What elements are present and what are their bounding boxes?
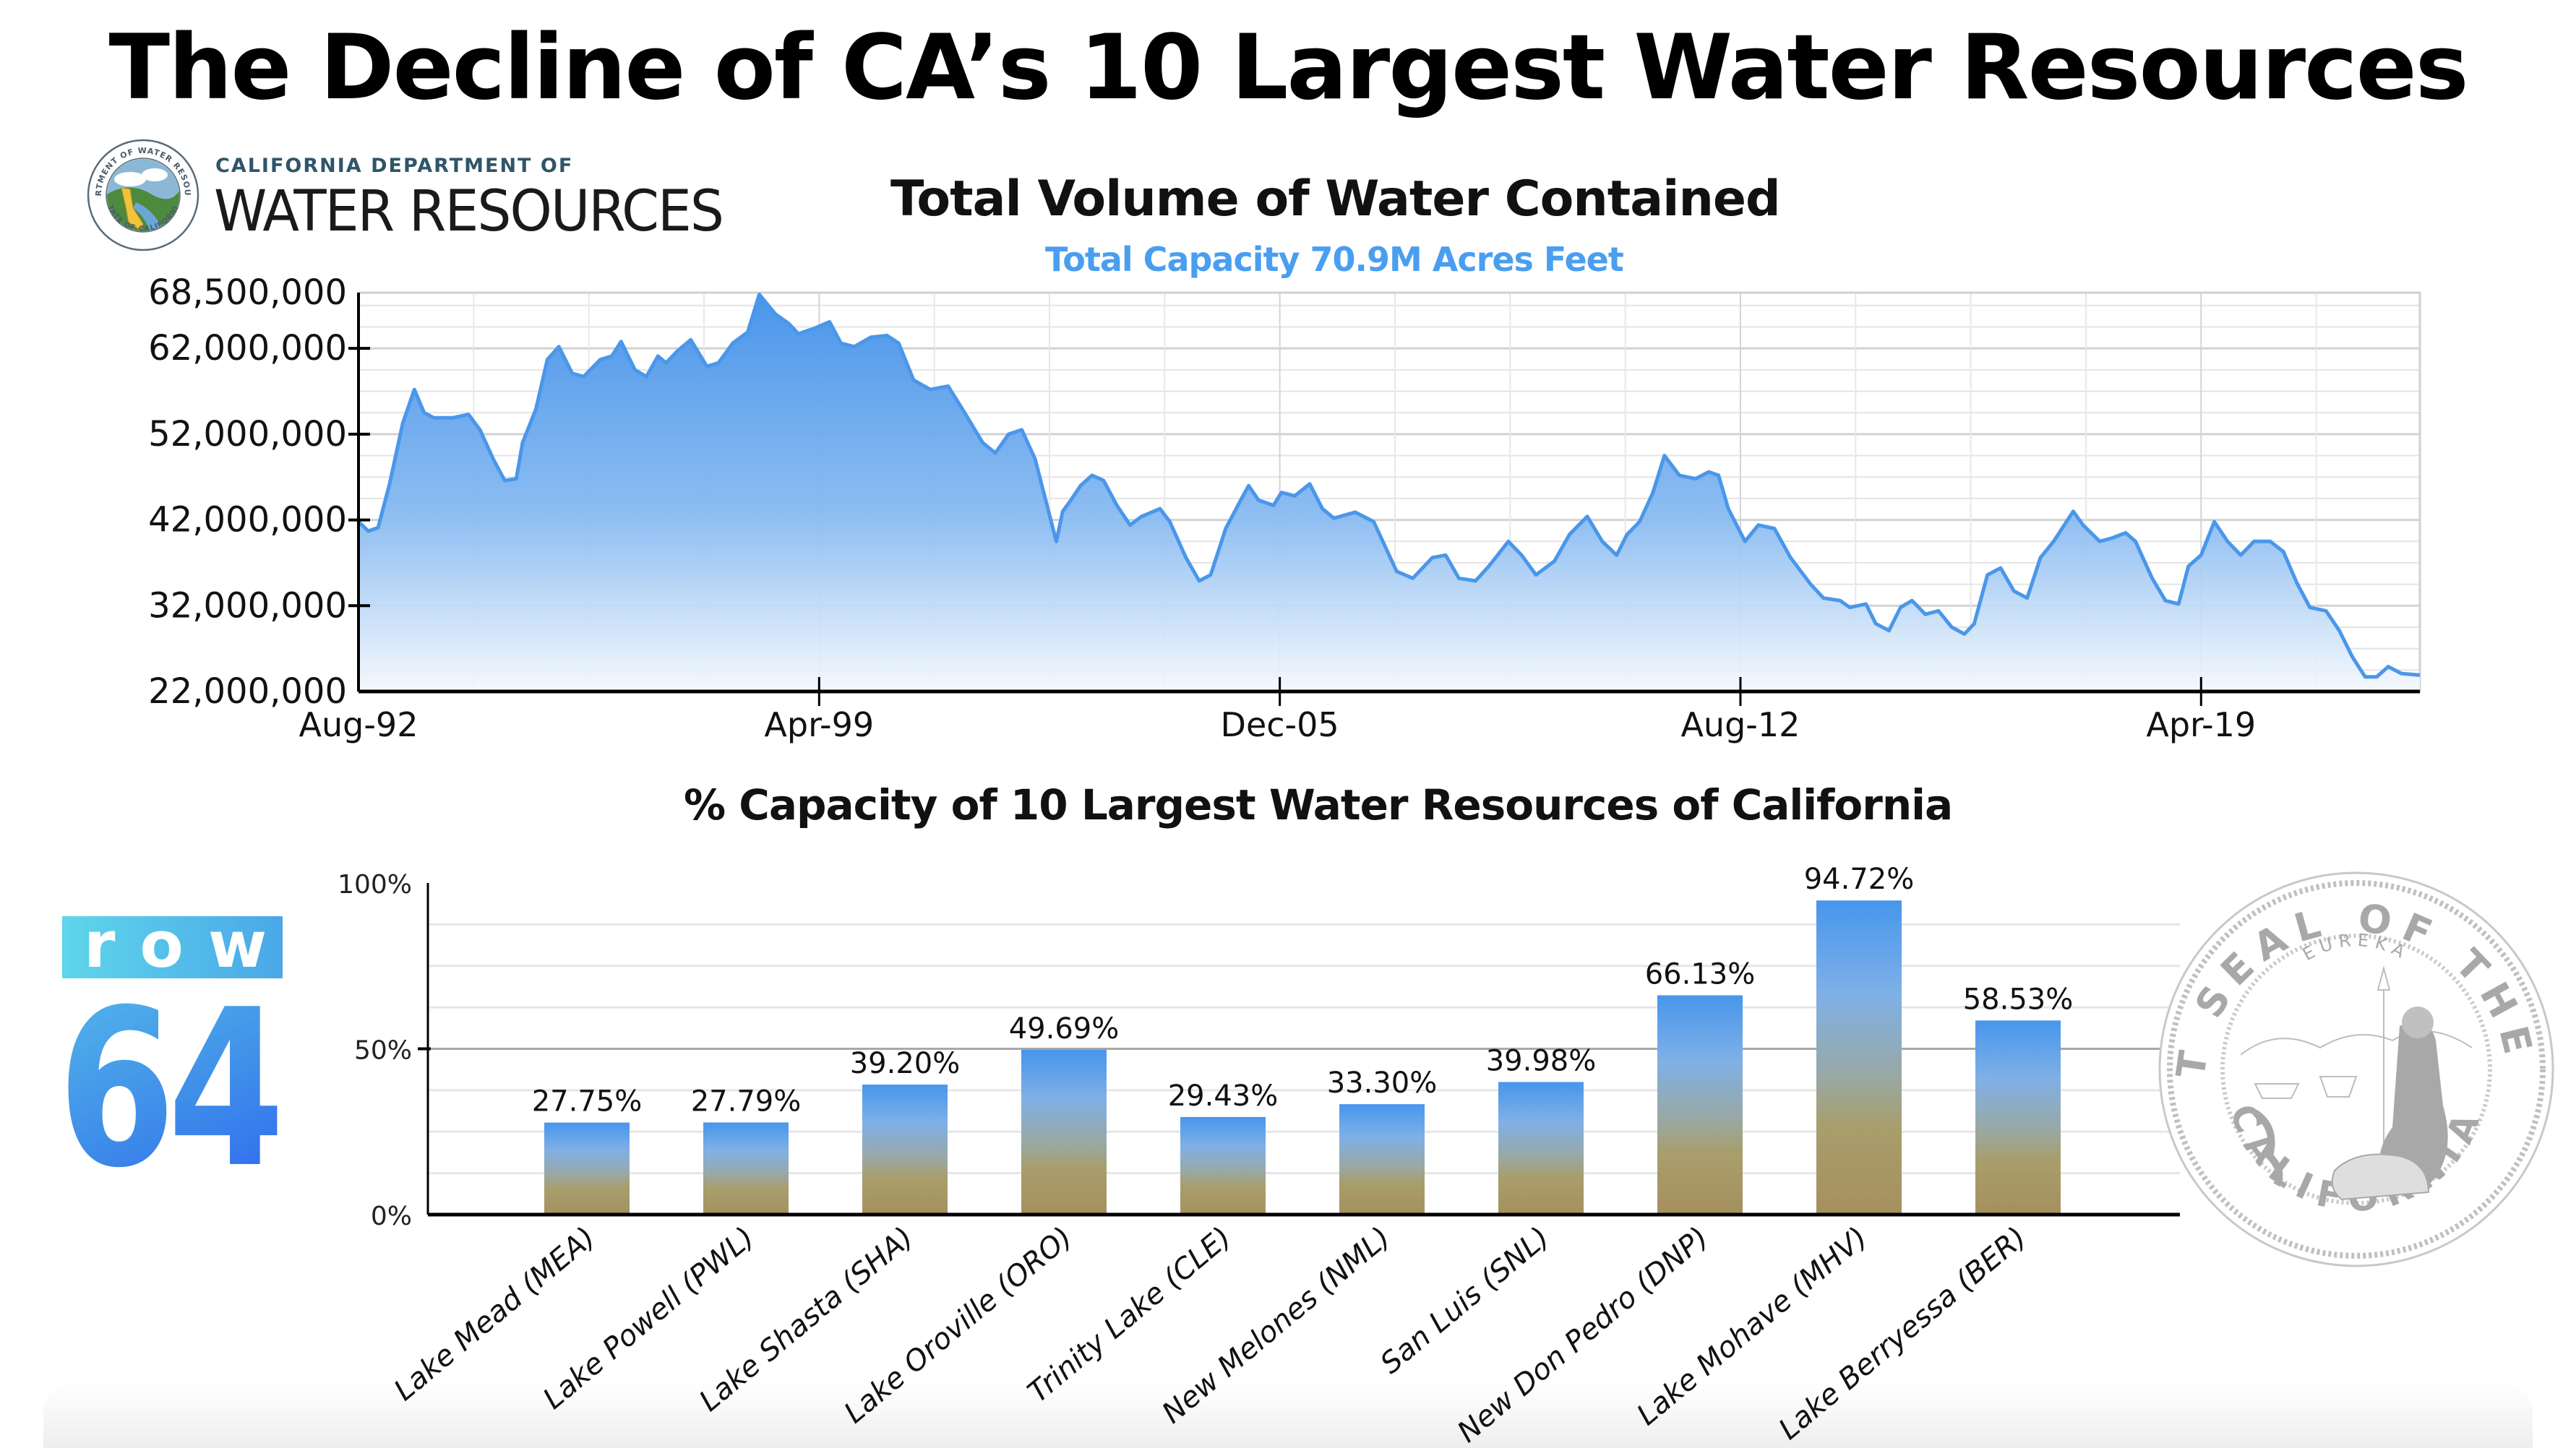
dwr-name-line1: CALIFORNIA DEPARTMENT OF xyxy=(215,155,574,177)
bar-3 xyxy=(862,1085,948,1215)
row64-logo: row 64 xyxy=(58,908,301,1205)
row64-word-box xyxy=(62,916,283,978)
area-y-tick-label: 22,000,000 xyxy=(148,671,347,712)
row64-number: 64 xyxy=(58,963,285,1215)
dwr-seal-icon: DEPARTMENT OF WATER RESOURCES STATE OF C… xyxy=(85,137,199,251)
area-series-fill xyxy=(359,294,2420,691)
bar-marks xyxy=(544,900,2061,1215)
area-x-tick-label: Aug-12 xyxy=(1680,705,1800,744)
area-y-tick-label: 62,000,000 xyxy=(148,328,347,369)
bar-data-label: 49.69% xyxy=(1009,1012,1120,1046)
bottom-fade xyxy=(43,1383,2533,1448)
bar-5 xyxy=(1180,1116,1266,1215)
bar-7 xyxy=(1498,1082,1584,1215)
area-y-tick-label: 42,000,000 xyxy=(148,500,347,540)
bar-y-tick-label: 100% xyxy=(338,870,412,900)
bar-10 xyxy=(1975,1020,2061,1215)
bar-8 xyxy=(1657,995,1743,1215)
bar-chart-title: % Capacity of 10 Largest Water Resources… xyxy=(684,780,1953,829)
bar-grid xyxy=(428,923,2180,1175)
area-axes xyxy=(357,293,2420,694)
area-y-tick-label: 32,000,000 xyxy=(148,585,347,626)
area-x-ticks: Aug-92 Apr-99 Dec-05 Aug-12 Apr-19 xyxy=(299,677,2256,744)
area-chart-title: Total Volume of Water Contained xyxy=(890,171,1781,228)
bar-data-label: 33.30% xyxy=(1327,1066,1438,1100)
area-series-line xyxy=(357,292,2421,679)
bar-data-label: 27.79% xyxy=(691,1085,802,1118)
bar-data-labels: 27.75% 27.79% 39.20% 49.69% 29.43% 33.30% 39.9… xyxy=(532,863,2074,1118)
bar-data-label: 58.53% xyxy=(1963,983,2074,1016)
dwr-name-line2: WATER RESOURCES xyxy=(214,179,724,244)
bar-axes xyxy=(418,883,2180,1217)
bar-4 xyxy=(1021,1049,1107,1215)
area-x-tick-label: Apr-19 xyxy=(2146,705,2256,744)
bar-category-label: Lake Mead (MEA) xyxy=(388,1220,602,1408)
bar-y-tick-label: 0% xyxy=(371,1202,412,1231)
bar-data-label: 94.72% xyxy=(1804,863,1915,896)
bar-1 xyxy=(544,1122,630,1215)
area-y-tick-label: 68,500,000 xyxy=(148,272,347,313)
bar-data-label: 29.43% xyxy=(1168,1079,1279,1113)
dwr-logo: DEPARTMENT OF WATER RESOURCES STATE OF C… xyxy=(85,134,779,257)
bar-y-ticks: 0% 50% 100% xyxy=(338,870,412,1231)
bar-data-label: 27.75% xyxy=(532,1085,643,1119)
area-chart-subtitle: Total Capacity 70.9M Acres Feet xyxy=(1045,240,1624,279)
bar-data-label: 39.20% xyxy=(850,1047,961,1080)
area-x-tick-label: Aug-92 xyxy=(299,705,418,744)
area-x-tick-label: Apr-99 xyxy=(764,705,874,744)
area-x-tick-label: Dec-05 xyxy=(1221,705,1339,744)
bar-data-label: 39.98% xyxy=(1486,1044,1597,1077)
bar-category-label: Trinity Lake (CLE) xyxy=(1022,1220,1238,1409)
page-title: The Decline of CA’s 10 Largest Water Res… xyxy=(108,16,2468,120)
bar-category-label: San Luis (SNL) xyxy=(1374,1220,1555,1380)
row64-word: row xyxy=(84,908,292,982)
area-y-ticks: 22,000,000 32,000,000 42,000,000 52,000,000… xyxy=(148,272,370,712)
bar-9 xyxy=(1816,900,1902,1215)
area-chart: 22,000,000 32,000,000 42,000,000 52,000,000… xyxy=(148,272,2421,744)
area-y-tick-label: 52,000,000 xyxy=(148,414,347,454)
bar-y-tick-label: 50% xyxy=(354,1036,412,1066)
california-seal-icon: THE GREAT SEAL OF THE STATE OF CALIFORNI… xyxy=(2154,867,2554,1267)
bar-data-label: 66.13% xyxy=(1645,957,1756,991)
bar-6 xyxy=(1339,1104,1425,1215)
bar-2 xyxy=(703,1122,789,1215)
